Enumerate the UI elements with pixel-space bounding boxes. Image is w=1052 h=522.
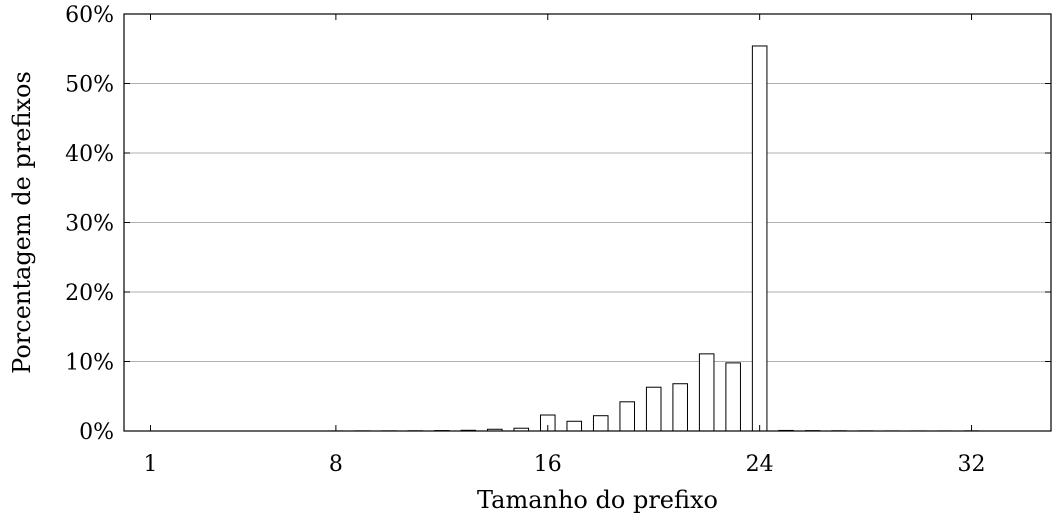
- y-axis-title: Porcentagem de prefixos: [8, 71, 36, 374]
- bar: [698, 353, 715, 432]
- bar: [672, 383, 688, 432]
- x-tick-label: 8: [329, 452, 343, 477]
- y-tick-label: 40%: [65, 142, 114, 167]
- bar: [645, 386, 662, 432]
- y-tick-label: 60%: [65, 3, 114, 28]
- x-axis-title: Tamanho do prefixo: [477, 486, 718, 514]
- bar: [725, 362, 741, 432]
- bar: [566, 420, 583, 432]
- y-tick-label: 50%: [65, 73, 114, 98]
- y-tick-label: 20%: [65, 281, 114, 306]
- x-tick-label: 1: [143, 452, 157, 477]
- bar: [619, 401, 636, 432]
- tick-labels: 1 8 16 24 32 0% 10% 20% 30% 40% 50% 60%: [65, 3, 985, 477]
- grid-lines: [124, 13, 1051, 362]
- bar: [751, 45, 768, 432]
- x-tick-label: 24: [746, 452, 774, 477]
- y-tick-label: 10%: [65, 351, 114, 376]
- y-tick-label: 30%: [65, 212, 114, 237]
- ticks: [124, 13, 1051, 432]
- bar: [592, 415, 609, 432]
- x-tick-label: 32: [958, 452, 986, 477]
- y-tick-label: 0%: [79, 420, 114, 445]
- x-tick-label: 16: [534, 452, 562, 477]
- bars: [328, 45, 980, 432]
